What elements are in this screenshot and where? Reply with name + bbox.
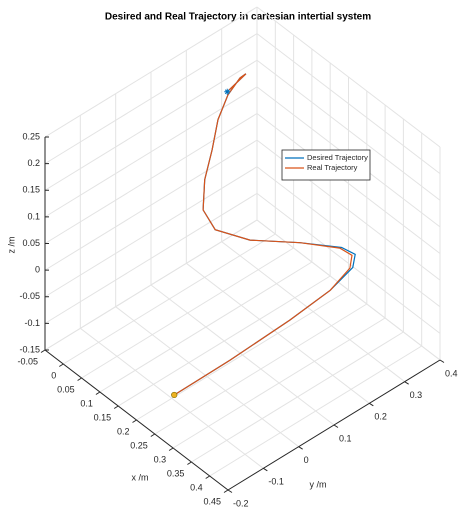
grid-line [150, 284, 335, 426]
x-axis-label: x /m [132, 472, 149, 482]
z-tick-label: 0.1 [27, 211, 40, 221]
x-tick [59, 363, 64, 367]
x-tick-label: 0.3 [154, 454, 167, 464]
x-tick-label: 0.25 [130, 440, 148, 450]
x-tick [40, 349, 46, 353]
grid-line [256, 6, 441, 148]
grid-line [256, 166, 441, 308]
grid-line [256, 59, 441, 201]
z-tick-label: -0.15 [19, 344, 40, 354]
x-tick-label: 0.1 [80, 398, 93, 408]
grid-line [256, 219, 441, 361]
z-tick-label: 0.25 [22, 131, 40, 141]
grid-line [186, 262, 370, 404]
z-tick-label: 0.05 [22, 238, 40, 248]
y-tick [369, 402, 374, 407]
grid-line [44, 86, 258, 218]
grid-line [44, 6, 258, 138]
grid-line [80, 327, 264, 469]
x-tick [113, 405, 119, 409]
x-tick-label: 0.2 [117, 426, 130, 436]
y-tick [263, 467, 268, 472]
y-tick-label: -0.2 [233, 498, 249, 508]
grid-line [44, 33, 258, 165]
grid-line [256, 33, 441, 175]
chart-title: Desired and Real Trajectory in cartesian… [105, 12, 371, 23]
x-tick-label: -0.05 [17, 356, 38, 366]
y-tick [439, 359, 445, 363]
legend-box [281, 149, 371, 181]
y-tick [298, 446, 303, 450]
grid-line [44, 113, 258, 244]
grid-line [44, 219, 258, 351]
z-axis-label: z /m [6, 237, 16, 254]
start-marker [171, 391, 178, 399]
x-tick [95, 391, 101, 395]
y-axis-label: y /m [310, 479, 327, 489]
x-tick-label: 0.35 [167, 468, 185, 478]
x-tick-label: 0.45 [203, 496, 221, 506]
y-tick [404, 381, 409, 385]
grid-line [221, 241, 405, 383]
x-tick [168, 447, 174, 451]
x-tick [223, 489, 229, 493]
x-tick [77, 377, 82, 381]
x-tick [150, 433, 156, 437]
z-tick-label: 0 [35, 265, 40, 275]
y-tick [227, 489, 233, 493]
z-tick-label: 0.15 [22, 185, 40, 195]
x-tick-label: 0.05 [57, 384, 75, 394]
y-tick-label: -0.1 [268, 477, 284, 487]
grid-line [44, 139, 258, 271]
x-tick [132, 419, 137, 423]
grid-line [115, 306, 299, 448]
x-tick-label: 0.15 [94, 412, 112, 422]
z-tick-label: 0.2 [27, 158, 40, 168]
y-tick-label: 0.4 [445, 368, 458, 378]
x-tick-label: 0 [51, 370, 56, 380]
y-tick-label: 0.3 [410, 390, 423, 400]
z-tick-label: -0.05 [19, 291, 40, 301]
x-tick [205, 475, 210, 479]
x-tick [187, 461, 192, 465]
y-tick-label: 0 [304, 455, 309, 465]
y-tick [333, 424, 339, 428]
z-tick-label: -0.1 [24, 318, 40, 328]
grid-line [44, 166, 258, 298]
grid-line [44, 192, 258, 324]
y-tick-label: 0.2 [374, 412, 387, 422]
end-marker [224, 88, 231, 95]
grid-line [44, 59, 258, 191]
x-tick-label: 0.4 [190, 482, 203, 492]
grid-line [256, 192, 441, 334]
grid-line [256, 113, 441, 254]
legend-label: Desired Trajectory [307, 153, 368, 162]
y-tick-label: 0.1 [339, 433, 352, 443]
legend-label: Real Trajectory [307, 163, 358, 172]
